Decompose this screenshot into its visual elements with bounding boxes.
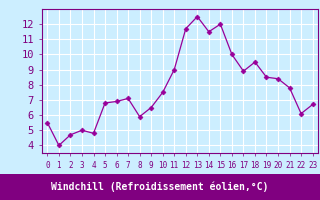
Text: Windchill (Refroidissement éolien,°C): Windchill (Refroidissement éolien,°C)	[51, 182, 269, 192]
